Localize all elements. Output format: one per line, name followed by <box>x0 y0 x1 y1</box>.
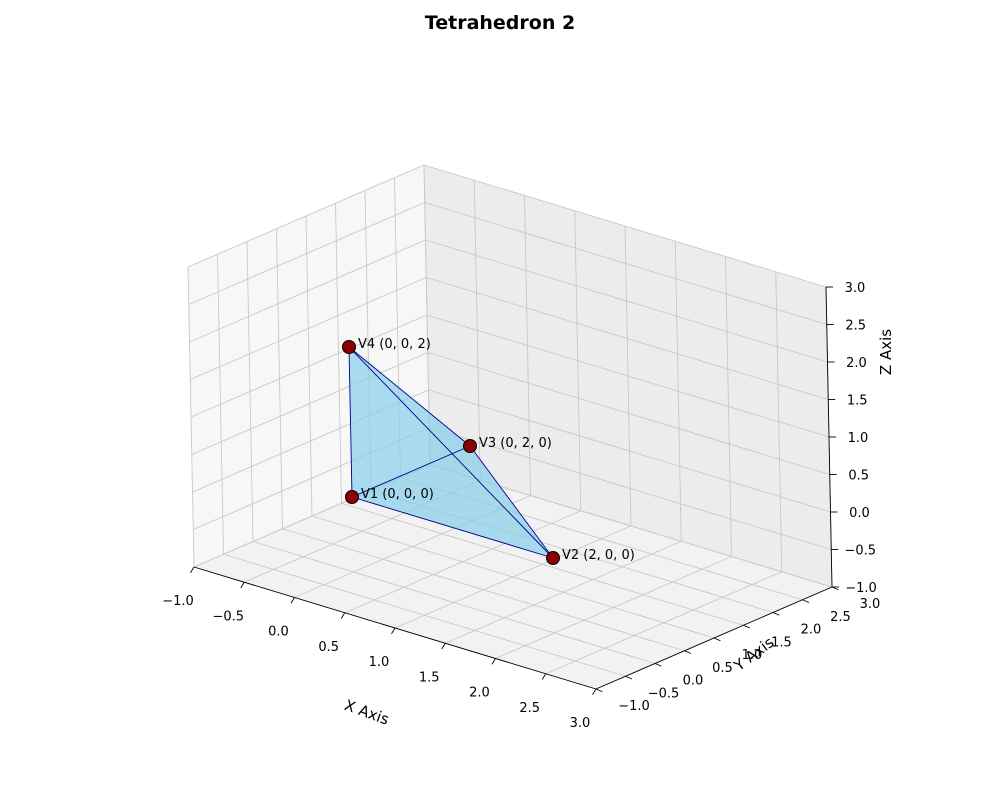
x-tick-label: 2.0 <box>469 686 490 701</box>
x-tick-mark <box>592 688 597 695</box>
x-tick-mark <box>541 673 547 680</box>
edge-3-4 <box>348 346 471 447</box>
grid-line-left-z <box>189 239 426 343</box>
x-tick-mark <box>190 566 195 573</box>
grid-line-left-y <box>335 203 342 504</box>
grid-line-floor-x <box>495 556 732 659</box>
z-tick-label: 2.5 <box>845 319 866 334</box>
grid-line-back-x <box>775 271 783 572</box>
grid-line-floor-y <box>370 490 774 613</box>
y-tick-mark <box>831 586 839 591</box>
vertex-4-label: V4 (0, 0, 2) <box>358 337 431 352</box>
grid-line-back-z <box>423 164 827 288</box>
x-tick-label: −1.0 <box>162 594 194 609</box>
grid-line-back-z <box>426 314 830 438</box>
grid-lines <box>187 164 833 690</box>
x-tick-label: −0.5 <box>212 609 244 624</box>
x-axis-label: X Axis <box>342 696 392 729</box>
x-tick-mark <box>340 612 346 619</box>
z-tick-label: 1.0 <box>848 431 869 446</box>
y-tick-mark <box>743 624 751 629</box>
grid-line-back-x <box>725 256 732 557</box>
z-axis-label: Z Axis <box>877 329 895 375</box>
grid-line-floor-y <box>429 464 833 588</box>
vertex-2-marker <box>546 551 560 565</box>
vertex-2-label: V2 (2, 0, 0) <box>562 548 635 563</box>
grid-line-left-y <box>364 190 372 491</box>
grid-line-floor-x <box>545 571 782 675</box>
y-tick-label: 3.0 <box>860 597 881 612</box>
grid-line-floor-y <box>400 477 803 601</box>
x-tick-label: 1.0 <box>369 655 390 670</box>
edge-2-3 <box>469 445 554 559</box>
grid-line-left-z <box>187 164 425 268</box>
x-tick-label: 0.5 <box>318 640 339 655</box>
y-tick-mark <box>772 612 780 616</box>
y-tick-label: 0.0 <box>683 674 704 689</box>
face-1 <box>352 446 553 558</box>
z-tick-label: −1.0 <box>845 581 877 596</box>
x-tick-mark <box>491 658 496 665</box>
axis-panes <box>188 165 832 689</box>
chart-title: Tetrahedron 2 <box>425 12 575 34</box>
grid-line-back-x <box>674 241 682 542</box>
z-tick-label: −0.5 <box>844 544 876 559</box>
grid-line-floor-y <box>341 502 744 626</box>
grid-line-floor-y <box>311 515 715 639</box>
grid-line-left-z <box>190 277 427 380</box>
x-tick-label: 1.5 <box>419 670 440 685</box>
y-tick-label: 1.0 <box>742 648 763 663</box>
y-tick-label: −1.0 <box>618 699 650 714</box>
edge-2-4 <box>348 346 554 559</box>
vertex-3-marker <box>463 439 477 453</box>
x-tick-label: 2.5 <box>519 701 540 716</box>
x-tick-mark <box>391 627 396 634</box>
y-axis-label: Y Axis <box>730 633 778 675</box>
grid-line-left-z <box>188 202 425 305</box>
grid-line-back-z <box>424 202 827 325</box>
edge-1-4 <box>348 346 353 498</box>
grid-line-floor-x <box>445 540 682 644</box>
vertex-1-marker <box>345 490 359 504</box>
grid-line-left-y <box>423 164 431 466</box>
z-tick-label: 0.5 <box>848 469 869 484</box>
vertex-1-label: V1 (0, 0, 0) <box>361 487 434 502</box>
tick-labels: −1.0−1.0−1.0−0.5−0.5−0.50.00.00.00.50.50… <box>162 281 880 731</box>
x-tick-mark <box>441 643 446 650</box>
y-tick-label: 0.5 <box>712 661 733 676</box>
edge-1-2 <box>351 496 554 559</box>
y-tick-mark <box>802 599 810 603</box>
axis-lines <box>190 286 839 695</box>
y-tick-mark <box>684 650 692 654</box>
y-tick-label: 2.0 <box>801 623 822 638</box>
grid-line-back-z <box>426 277 829 400</box>
y-tick-mark <box>625 675 633 680</box>
y-tick-mark <box>654 663 662 667</box>
x-tick-mark <box>290 597 295 604</box>
vertex-4-marker <box>342 340 356 354</box>
y-tick-mark <box>595 688 603 693</box>
z-tick-label: 1.5 <box>847 394 868 409</box>
edge-1-3 <box>351 445 471 498</box>
x-tick-label: 3.0 <box>570 716 591 731</box>
face-3 <box>349 347 470 497</box>
vertex-3-label: V3 (0, 2, 0) <box>479 436 552 451</box>
z-tick-label: 2.0 <box>846 356 867 371</box>
tetrahedron: V1 (0, 0, 0) V2 (2, 0, 0) V3 (0, 2, 0) V4 (… <box>342 337 635 565</box>
y-tick-label: 2.5 <box>830 610 851 625</box>
grid-line-back-z <box>425 239 828 363</box>
y-tick-label: −0.5 <box>648 686 680 701</box>
y-tick-label: 1.5 <box>771 635 792 650</box>
y-tick-mark <box>713 637 721 642</box>
x-tick-mark <box>240 582 245 589</box>
z-tick-label: 0.0 <box>849 506 870 521</box>
x-tick-label: 0.0 <box>268 625 289 640</box>
grid-line-left-y <box>394 177 401 478</box>
grid-line-left-z <box>190 314 428 418</box>
z-tick-label: 3.0 <box>845 281 866 296</box>
